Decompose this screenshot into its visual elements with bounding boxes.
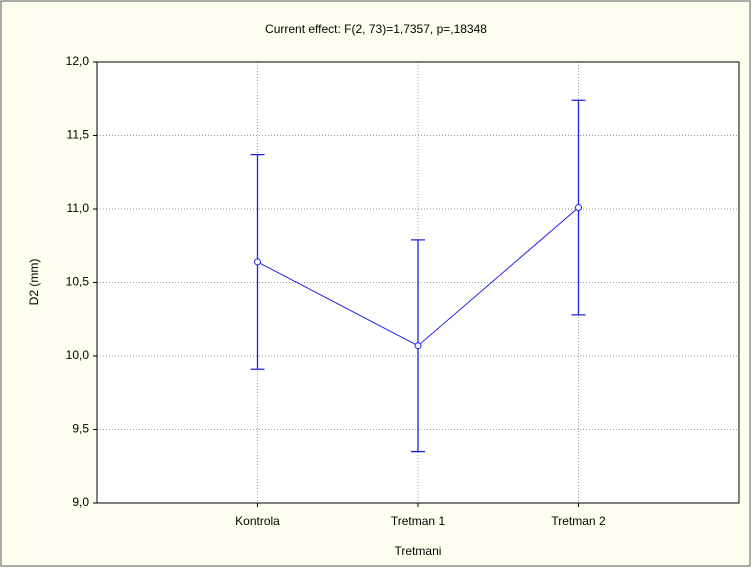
y-axis-label: D2 (mm)	[27, 259, 41, 306]
mean-marker	[414, 342, 422, 350]
plot-frame	[96, 61, 740, 504]
mean-marker	[575, 204, 582, 212]
y-tick-label: 10,5	[66, 275, 90, 289]
y-tick-label: 11,5	[67, 128, 90, 142]
mean-marker	[254, 258, 261, 266]
chart-title: Current effect: F(2, 73)=1,7357, p=,1834…	[265, 22, 487, 36]
x-axis-label: Tretmani	[395, 544, 442, 558]
y-tick-label: 11,0	[67, 201, 90, 215]
x-tick-label: Tretman 1	[391, 514, 446, 528]
y-tick-label: 9,0	[72, 495, 89, 509]
x-tick-label: Kontrola	[235, 514, 280, 528]
x-tick-label: Tretman 2	[551, 514, 606, 528]
y-tick-label: 10,0	[66, 348, 90, 362]
y-tick-label: 12,0	[66, 54, 90, 68]
y-tick-label: 9,5	[72, 422, 89, 436]
